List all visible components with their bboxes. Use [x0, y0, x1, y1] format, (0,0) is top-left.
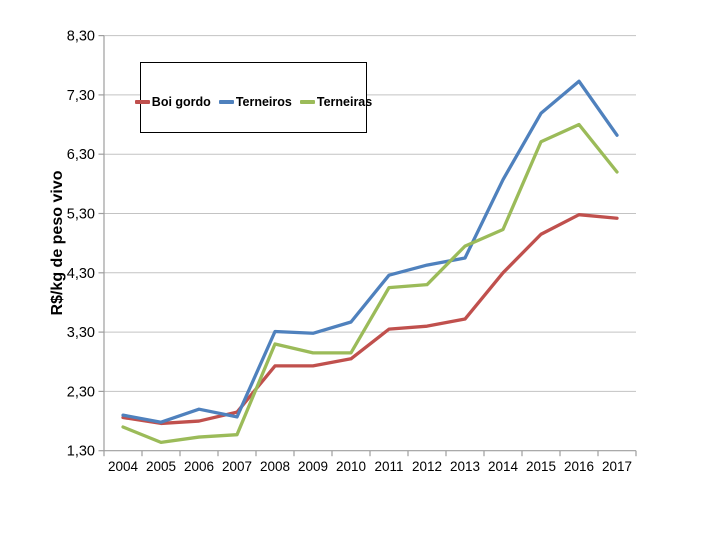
- x-tick-label: 2008: [260, 459, 290, 474]
- x-tick-label: 2011: [374, 459, 403, 474]
- legend-dash-terneiros-icon: [218, 100, 234, 104]
- legend-dash-boi-gordo-icon: [134, 100, 150, 104]
- legend-item-boi-gordo: Boi gordo: [134, 95, 211, 109]
- series-line-terneiras: [121, 122, 619, 445]
- x-tick-label: 2013: [450, 459, 480, 474]
- y-tick-label: 5,30: [67, 207, 95, 223]
- x-tick-label: 2016: [564, 459, 594, 474]
- y-tick-label: 8,30: [67, 29, 95, 45]
- legend-dash-terneiras-icon: [299, 100, 315, 104]
- series-layer: [121, 79, 619, 445]
- series-line-terneiros: [121, 79, 619, 424]
- y-axis-title: R$/kg de peso vivo: [49, 170, 66, 315]
- legend-label-terneiras: Terneiras: [316, 95, 373, 109]
- y-tick-label: 4,30: [67, 266, 95, 282]
- axes-layer: [98, 34, 637, 457]
- x-tick-label: 2007: [222, 459, 252, 474]
- x-tick-label: 2012: [412, 459, 442, 474]
- legend-item-terneiras: Terneiras: [299, 95, 373, 109]
- x-tick-label: 2005: [146, 459, 176, 474]
- legend-label-boi-gordo: Boi gordo: [151, 95, 211, 109]
- y-tick-label: 6,30: [67, 147, 95, 163]
- x-tick-label: 2009: [298, 459, 328, 474]
- legend-label-terneiros: Terneiros: [235, 95, 292, 109]
- legend-item-terneiros: Terneiros: [218, 95, 292, 109]
- y-tick-label: 7,30: [67, 88, 95, 104]
- x-tick-label: 2015: [526, 459, 556, 474]
- y-tick-label: 2,30: [67, 384, 95, 400]
- y-tick-label: 1,30: [67, 444, 95, 460]
- x-tick-label: 2004: [108, 459, 139, 474]
- x-tick-label: 2010: [336, 459, 366, 474]
- x-tick-label: 2017: [602, 459, 632, 474]
- series-line-boi-gordo: [121, 213, 619, 426]
- gridlines-layer: [104, 35, 636, 392]
- x-tick-label: 2006: [184, 459, 214, 474]
- y-tick-label: 3,30: [67, 325, 95, 341]
- axis-labels-layer: 1,30 2,30 3,30 4,30 5,30 6,30 7,30 8,30 2004 2005…: [67, 29, 632, 475]
- x-tick-label: 2014: [488, 459, 519, 474]
- chart-legend: Boi gordo Terneiros Terneiras: [134, 62, 372, 133]
